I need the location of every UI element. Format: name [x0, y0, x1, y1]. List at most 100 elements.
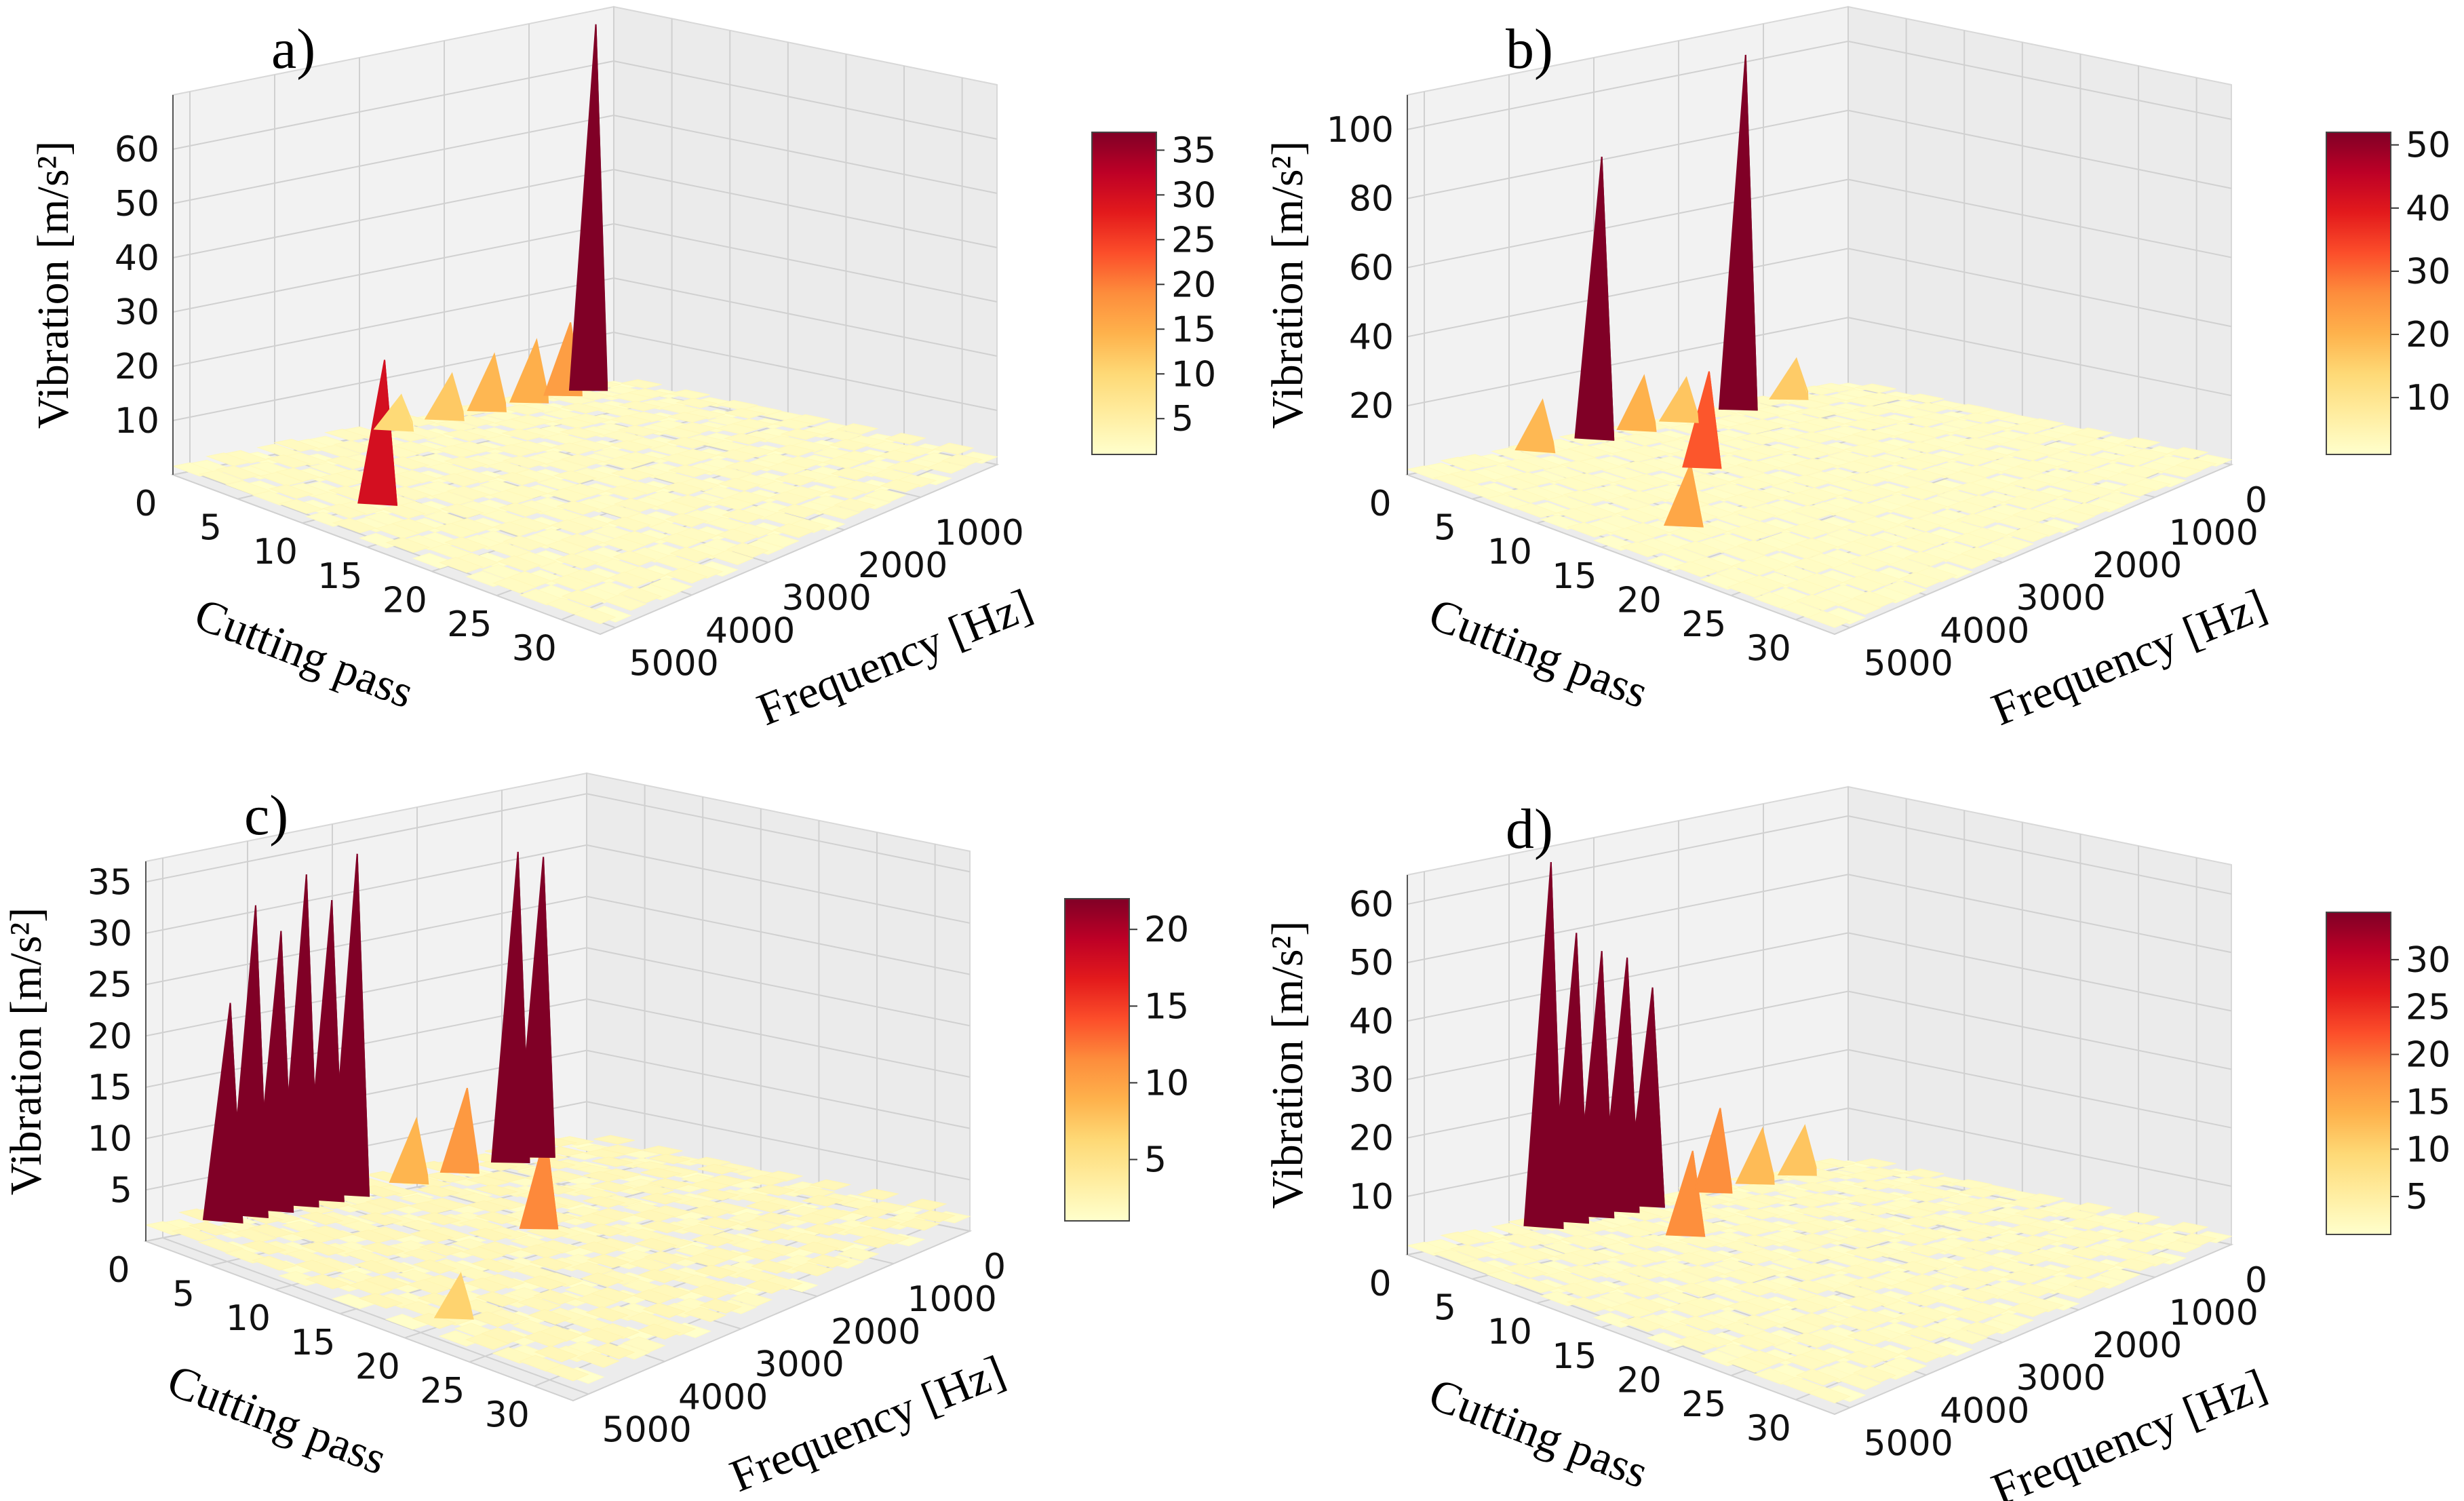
- colorbar-tick-label: 5: [1171, 399, 1194, 440]
- surface-facet: [718, 477, 762, 491]
- surface-facet: [1843, 1219, 1888, 1232]
- surface-facet: [1517, 456, 1563, 470]
- z-tick-label: 60: [1349, 248, 1394, 289]
- surface-facet: [402, 455, 447, 469]
- surface-facet: [1883, 1357, 1928, 1373]
- surface-facet: [648, 1205, 692, 1218]
- surface-facet: [2129, 1253, 2172, 1267]
- panel-label: a): [271, 18, 315, 81]
- surface-facet: [1960, 547, 2003, 562]
- surface-facet: [1899, 1292, 1943, 1307]
- surface-facet: [818, 505, 861, 520]
- colorbar-tick-label: 20: [2406, 315, 2450, 355]
- surface-facet: [1631, 1280, 1677, 1295]
- surface-facet: [1787, 474, 1832, 488]
- surface-facet: [1955, 513, 1999, 528]
- surface-facet: [704, 1280, 747, 1295]
- surface-facet: [1566, 1297, 1612, 1312]
- surface-facet: [623, 513, 667, 528]
- surface-facet: [1727, 581, 1772, 598]
- surface-facet: [2114, 1258, 2157, 1272]
- freq-tick-label: 2000: [2092, 1325, 2182, 1366]
- surface-facet: [665, 568, 708, 584]
- surface-facet: [1966, 527, 2009, 542]
- surface-facet: [2014, 1207, 2058, 1220]
- surface-facet: [1517, 1232, 1563, 1245]
- surface-facet: [498, 502, 543, 517]
- colorbar-tick-label: 20: [1144, 910, 1189, 950]
- surface-facet: [470, 1311, 515, 1327]
- surface-facet: [593, 1238, 637, 1251]
- surface-facet: [497, 555, 542, 572]
- surface-facet: [1899, 517, 1943, 532]
- surface-facet: [248, 1224, 294, 1238]
- surface-facet: [495, 472, 540, 486]
- freq-tick-label: 4000: [1940, 1390, 2029, 1431]
- colorbar: [1091, 132, 1157, 455]
- surface-facet: [215, 465, 261, 480]
- surface-facet: [520, 402, 562, 413]
- surface-facet: [484, 1171, 526, 1182]
- surface-facet: [1853, 1180, 1895, 1190]
- freq-gridline: [162, 1237, 589, 1395]
- surface-facet: [617, 425, 661, 437]
- colorbar-tick-label: 10: [2406, 1129, 2450, 1170]
- surface-facet: [2098, 1268, 2141, 1282]
- surface-facet: [2160, 1240, 2202, 1253]
- surface-facet: [1802, 443, 1847, 456]
- freq-tick-label: 0: [983, 1247, 1006, 1287]
- z-axis-label: Vibration [m/s²]: [1, 908, 51, 1196]
- surface-facet: [1914, 1342, 1958, 1358]
- surface-facet: [601, 1144, 642, 1155]
- surface-facet: [642, 1302, 686, 1319]
- surface-facet: [518, 1354, 563, 1372]
- colorbar-tick-label: 15: [2406, 1082, 2450, 1123]
- surface-peak: [1665, 1150, 1706, 1237]
- surface-facet: [1753, 1368, 1798, 1385]
- surface-facet: [380, 504, 426, 519]
- pass-tick-label: 30: [485, 1395, 530, 1436]
- surface-facet: [444, 537, 489, 553]
- surface-peak: [568, 24, 608, 391]
- surface-facet: [1860, 441, 1904, 453]
- surface-facet: [511, 469, 556, 483]
- surface-facet: [412, 1312, 456, 1329]
- surface-facet: [1847, 502, 1892, 517]
- freq-tick-label: 3000: [755, 1344, 844, 1385]
- surface-facet: [1432, 1249, 1479, 1264]
- surface-facet: [1911, 402, 1952, 413]
- surface-facet: [1795, 1312, 1839, 1328]
- z-tick-label: 60: [115, 130, 159, 170]
- surface-facet: [1852, 1204, 1896, 1216]
- z-tick-label: 60: [1349, 884, 1394, 925]
- surface-facet: [1966, 1302, 2009, 1317]
- surface-facet: [1945, 1329, 1989, 1345]
- surface-facet: [649, 577, 693, 594]
- pass-tick-label: 25: [420, 1371, 465, 1411]
- surface-facet: [475, 1160, 517, 1171]
- surface-facet: [1689, 1331, 1734, 1348]
- surface-facet: [1562, 490, 1608, 505]
- surface-facet: [694, 1264, 738, 1279]
- z-axis-label: Vibration [m/s²]: [1263, 141, 1312, 429]
- surface-facet: [1899, 1346, 1942, 1363]
- surface-facet: [222, 450, 269, 464]
- tick-labels: 5101520253035051015202530010002000300040…: [87, 862, 1006, 1450]
- surface-facet: [2118, 1211, 2161, 1224]
- surface-facet: [1959, 1187, 2000, 1198]
- freq-tick-label: 1000: [935, 513, 1024, 553]
- surface-facet: [914, 1210, 956, 1223]
- surface-facet: [1560, 460, 1605, 474]
- surface-facet: [1619, 1235, 1664, 1249]
- surface-facet: [533, 1289, 577, 1305]
- surface-facet: [1628, 473, 1674, 488]
- surface-facet: [1857, 570, 1901, 587]
- surface-facet: [1795, 1233, 1839, 1246]
- surface-facet: [724, 461, 768, 473]
- surface-peak: [1663, 461, 1704, 528]
- z-tick-label: 80: [1349, 179, 1394, 220]
- surface-facet: [1800, 519, 1845, 534]
- surface-facet: [1732, 507, 1777, 522]
- surface-facet: [1966, 449, 2010, 461]
